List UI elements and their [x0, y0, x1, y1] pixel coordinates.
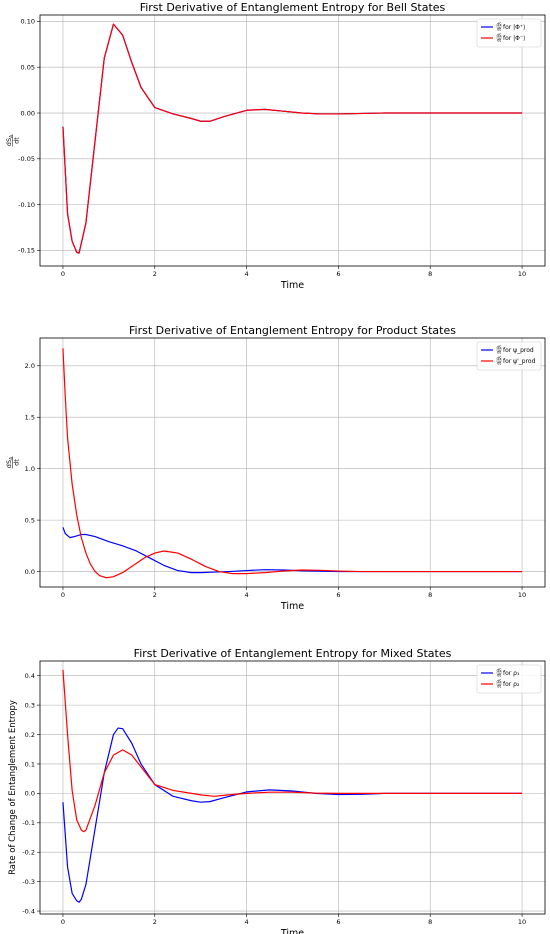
legend-label-1: for ρ₁ — [503, 670, 520, 677]
y-label-sub: A — [9, 134, 15, 138]
legend-frac-den: dt — [497, 684, 502, 689]
x-tick-label: 8 — [428, 918, 432, 926]
y-tick-label: 0.0 — [25, 568, 35, 576]
legend-frac-num: dS — [496, 668, 502, 673]
series-line-1 — [62, 727, 523, 903]
chart-title: First Derivative of Entanglement Entropy… — [134, 647, 452, 660]
x-tick-label: 2 — [153, 270, 157, 278]
legend-frac-den: dt — [497, 361, 502, 366]
chart-3: 0 2 4 6 8 10 0.4 0.3 0.2 0.1 0.0 -0.1 -0.2 -0.3 -0.4 Fi… — [8, 647, 546, 934]
y-label-denominator: dt — [13, 137, 21, 144]
x-tick-label: 6 — [336, 918, 340, 926]
x-tick-label: 10 — [518, 918, 526, 926]
y-tick-label: 0.3 — [25, 701, 35, 709]
legend-box — [476, 664, 542, 694]
y-tick-label: -0.15 — [18, 247, 35, 255]
x-tick-label: 8 — [428, 270, 432, 278]
legend-label-2: for ψ'_prod — [503, 358, 536, 365]
y-tick-label: -0.3 — [22, 878, 35, 886]
legend-frac-den: dt — [497, 38, 502, 43]
legend-frac-num: dS — [496, 33, 502, 38]
series-line-2 — [62, 23, 523, 254]
y-label-numerator: dSA — [5, 134, 15, 146]
y-tick-label: -0.1 — [22, 819, 35, 827]
legend-label-1: for ψ_prod — [503, 347, 534, 354]
x-tick-label: 2 — [153, 918, 157, 926]
x-tick-label: 2 — [153, 591, 157, 599]
y-tick-label: -0.05 — [18, 155, 35, 163]
y-tick-label: 0.1 — [25, 760, 35, 768]
y-tick-label: 0.05 — [21, 64, 35, 72]
legend-frac-num: dS — [496, 22, 502, 27]
legend-frac-num: dS — [496, 679, 502, 684]
legend-frac-den: dt — [497, 673, 502, 678]
axes-frame — [39, 660, 546, 915]
y-label-num-text: dS — [5, 460, 13, 468]
legend-frac-num: dS — [496, 356, 502, 361]
y-tick-label: 1.0 — [25, 465, 35, 473]
y-label-numerator: dSA — [5, 456, 15, 468]
x-axis-label: Time — [280, 601, 304, 612]
plot-area — [40, 15, 545, 266]
legend-frac-num: dS — [496, 345, 502, 350]
legend-box — [476, 341, 542, 371]
chart-title: First Derivative of Entanglement Entropy… — [140, 1, 446, 14]
legend-box — [476, 18, 542, 48]
y-tick-label: -0.4 — [22, 907, 35, 915]
y-tick-label: 0.0 — [25, 790, 35, 798]
chart-1: 0 2 4 6 8 10 0.10 0.05 0.00 -0.05 -0.10 -0.15 First … — [5, 1, 546, 291]
x-tick-label: 10 — [518, 591, 526, 599]
y-tick-label: 0.5 — [25, 516, 35, 524]
legend-label-2: for |Φ⁻⟩ — [503, 35, 525, 42]
y-label-denominator: dt — [13, 459, 21, 466]
y-label-num-text: dS — [5, 138, 13, 146]
legend-frac-den: dt — [497, 350, 502, 355]
x-tick-label: 0 — [61, 591, 65, 599]
chart-2: 0 2 4 6 8 10 2.0 1.5 1.0 0.5 0.0 First Derivative o… — [5, 324, 546, 612]
plot-area — [40, 338, 545, 587]
x-axis-label: Time — [280, 928, 304, 934]
y-tick-label: 2.0 — [25, 362, 35, 370]
y-tick-label: 1.5 — [25, 414, 35, 422]
legend-label-2: for ρ₂ — [503, 681, 520, 688]
legend-frac-den: dt — [497, 27, 502, 32]
y-tick-label: 0.4 — [25, 672, 35, 680]
y-tick-label: -0.10 — [18, 201, 35, 209]
x-tick-label: 0 — [61, 918, 65, 926]
x-tick-label: 4 — [245, 591, 249, 599]
axes-frame — [39, 337, 546, 588]
y-tick-label: 0.10 — [21, 18, 35, 26]
x-tick-label: 4 — [245, 270, 249, 278]
y-label-sub: A — [9, 456, 15, 460]
x-tick-label: 6 — [336, 270, 340, 278]
x-tick-label: 4 — [245, 918, 249, 926]
series-line-2 — [62, 348, 523, 579]
y-axis-label: Rate of Change of Entanglement Entropy — [8, 700, 18, 875]
y-tick-label: -0.2 — [22, 849, 35, 857]
x-tick-label: 0 — [61, 270, 65, 278]
legend-label-1: for |Φ⁺⟩ — [503, 24, 525, 31]
x-tick-label: 8 — [428, 591, 432, 599]
y-tick-label: 0.00 — [21, 109, 35, 117]
series-line-2 — [62, 669, 523, 833]
y-tick-label: 0.2 — [25, 731, 35, 739]
plot-area — [40, 661, 545, 914]
x-tick-label: 10 — [518, 270, 526, 278]
chart-title: First Derivative of Entanglement Entropy… — [129, 324, 456, 337]
axes-frame — [39, 14, 546, 267]
x-axis-label: Time — [280, 280, 304, 291]
x-tick-label: 6 — [336, 591, 340, 599]
